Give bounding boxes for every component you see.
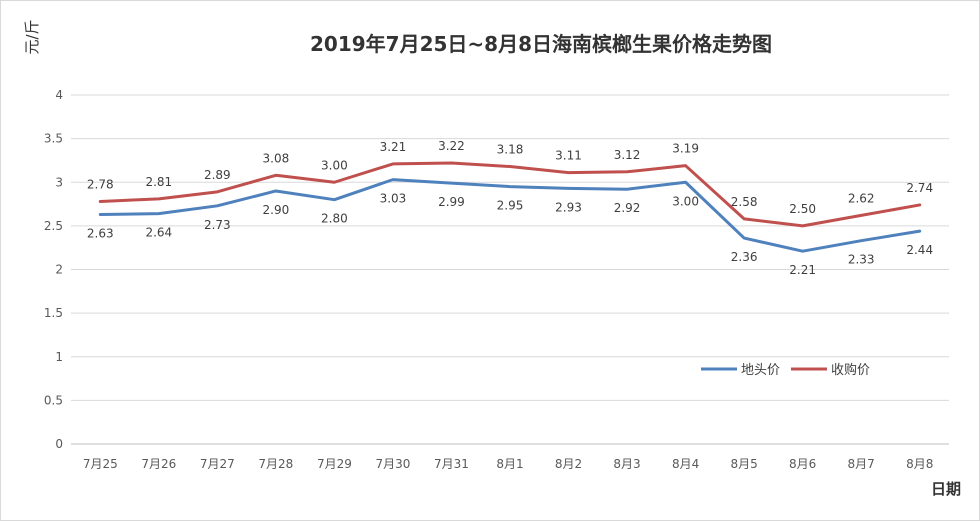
- data-label: 2.21: [789, 263, 816, 277]
- y-tick-label: 1: [55, 350, 63, 364]
- data-label: 2.92: [614, 201, 641, 215]
- x-tick-label: 7月28: [258, 457, 293, 471]
- data-label: 2.99: [438, 195, 465, 209]
- y-axis-label: 元/斤: [23, 19, 41, 54]
- y-axis-ticks: 0 0.5 1 1.5 2 2.5 3 3.5 4: [44, 88, 63, 451]
- data-label: 3.00: [321, 158, 348, 172]
- x-tick-label: 8月4: [672, 457, 699, 471]
- data-label: 3.11: [555, 149, 582, 163]
- legend: 地头价 收购价: [701, 362, 870, 378]
- y-tick-label: 0: [55, 437, 63, 451]
- legend-label: 地头价: [741, 363, 780, 378]
- data-label: 2.81: [145, 175, 172, 189]
- x-tick-label: 7月26: [141, 457, 176, 471]
- data-label: 2.64: [145, 226, 172, 240]
- y-tick-label: 2: [55, 263, 63, 277]
- data-label: 2.93: [555, 200, 582, 214]
- x-tick-label: 8月8: [906, 457, 933, 471]
- data-label: 2.33: [848, 253, 875, 267]
- y-tick-label: 4: [55, 88, 63, 102]
- data-label: 2.62: [848, 191, 875, 205]
- data-label: 3.03: [380, 192, 407, 206]
- x-axis-label: 日期: [931, 480, 961, 498]
- y-tick-label: 3: [55, 175, 63, 189]
- data-label: 2.36: [731, 250, 758, 264]
- data-label: 2.78: [87, 177, 114, 191]
- y-tick-label: 3.5: [44, 132, 63, 146]
- x-tick-label: 7月30: [375, 457, 410, 471]
- x-tick-label: 8月3: [613, 457, 640, 471]
- x-tick-label: 7月29: [317, 457, 352, 471]
- chart-title: 2019年7月25日~8月8日海南槟榔生果价格走势图: [310, 32, 772, 56]
- y-tick-label: 1.5: [44, 306, 63, 320]
- data-label: 2.58: [731, 195, 758, 209]
- data-label: 3.12: [614, 148, 641, 162]
- series-line-1: [98, 161, 922, 228]
- data-label: 3.18: [497, 143, 524, 157]
- y-tick-label: 2.5: [44, 219, 63, 233]
- data-label: 3.22: [438, 139, 465, 153]
- x-tick-label: 8月1: [496, 457, 523, 471]
- data-label: 2.89: [204, 168, 231, 182]
- x-tick-label: 7月31: [434, 457, 469, 471]
- data-label: 2.63: [87, 227, 114, 241]
- data-label: 3.08: [263, 151, 290, 165]
- x-tick-label: 7月25: [83, 457, 118, 471]
- data-label: 3.00: [672, 194, 699, 208]
- series-lines: [98, 161, 922, 253]
- x-tick-label: 8月5: [730, 457, 757, 471]
- x-axis-ticks: 7月25 7月26 7月27 7月28 7月29 7月30 7月31 8月1 8月2 8月3 8月4…: [83, 457, 934, 471]
- x-tick-label: 7月27: [200, 457, 235, 471]
- x-tick-label: 8月7: [848, 457, 875, 471]
- data-label: 2.73: [204, 218, 231, 232]
- data-labels: 2.63 2.64 2.73 2.90 2.80 3.03 2.99 2.95 2.93 2.92…: [87, 139, 933, 277]
- y-tick-label: 0.5: [44, 393, 63, 407]
- data-label: 2.44: [906, 243, 933, 257]
- data-label: 2.80: [321, 212, 348, 226]
- x-tick-label: 8月6: [789, 457, 816, 471]
- x-tick-label: 8月2: [555, 457, 582, 471]
- data-label: 3.19: [672, 142, 699, 156]
- gridlines: [71, 94, 949, 445]
- data-label: 2.50: [789, 202, 816, 216]
- series-line-0: [98, 178, 922, 253]
- data-label: 2.74: [906, 181, 933, 195]
- legend-label: 收购价: [831, 362, 870, 378]
- data-label: 2.95: [497, 199, 524, 213]
- data-label: 2.90: [263, 203, 290, 217]
- data-label: 3.21: [380, 140, 407, 154]
